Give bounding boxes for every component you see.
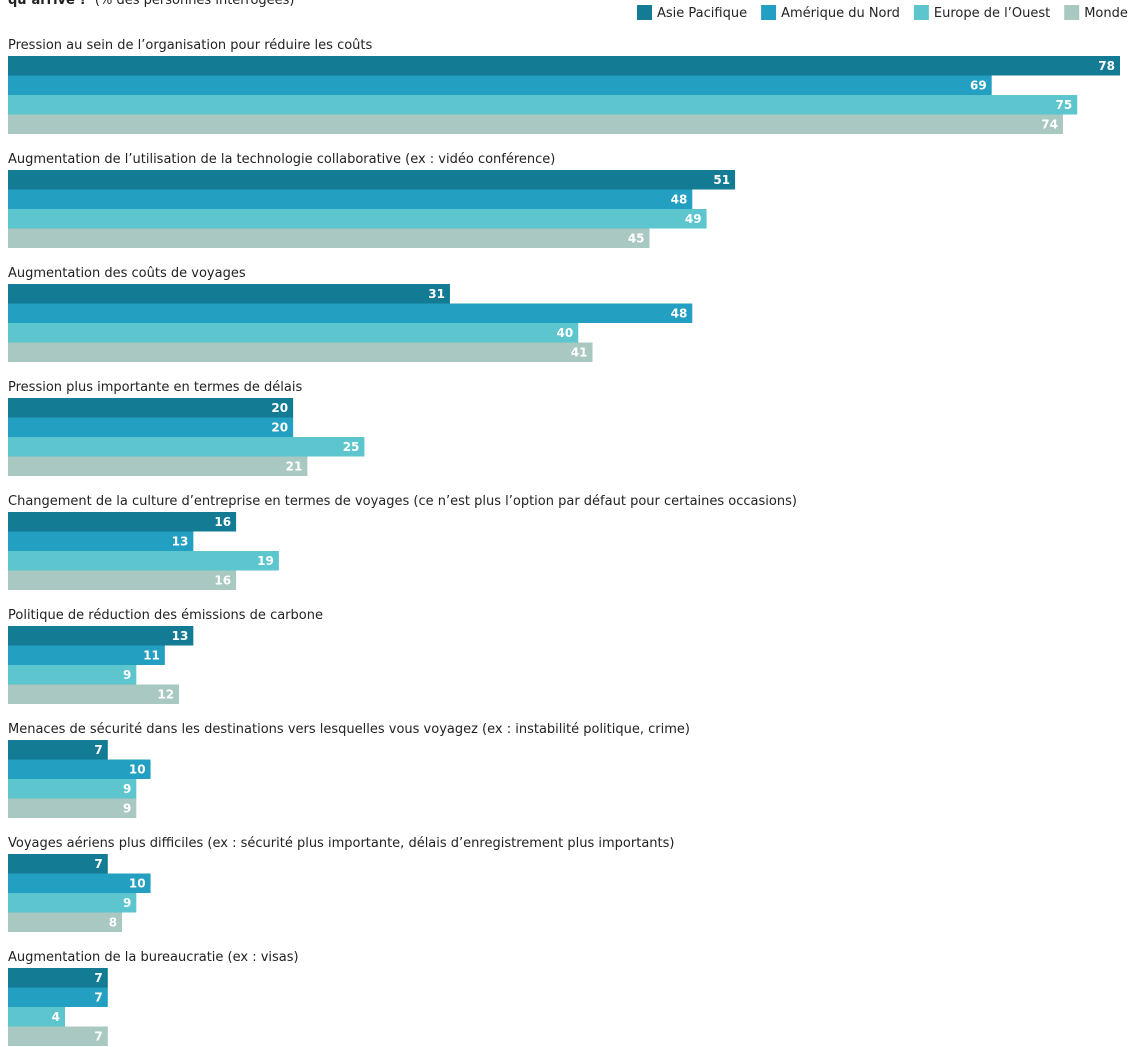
bar [8, 417, 294, 437]
category-label: Voyages aériens plus difficiles (ex : sé… [8, 836, 674, 851]
legend-label: Asie Pacifique [657, 6, 747, 21]
bar [8, 437, 365, 457]
bar [8, 95, 1078, 115]
value-label: 9 [123, 802, 131, 816]
value-label: 7 [94, 857, 102, 871]
bar [8, 1007, 66, 1027]
value-label: 7 [94, 991, 102, 1005]
category-label: Changement de la culture d’entreprise en… [8, 494, 797, 509]
chart-title: qu’arrive ? [8, 0, 87, 8]
bar [8, 684, 180, 704]
value-label: 16 [214, 515, 231, 529]
legend-swatch [637, 5, 652, 20]
category-label: Menaces de sécurité dans les destination… [8, 722, 690, 737]
value-label: 13 [172, 629, 189, 643]
value-label: 12 [157, 688, 174, 702]
bar [8, 968, 108, 988]
bar [8, 1026, 108, 1046]
value-label: 41 [571, 346, 588, 360]
value-label: 4 [52, 1010, 60, 1024]
bar [8, 323, 579, 343]
value-label: 74 [1041, 118, 1058, 132]
value-label: 49 [685, 212, 702, 226]
value-label: 10 [129, 877, 146, 891]
bar [8, 798, 137, 818]
value-label: 78 [1098, 59, 1115, 73]
value-label: 13 [172, 535, 189, 549]
bar [8, 551, 279, 571]
value-label: 19 [257, 554, 274, 568]
bar [8, 779, 137, 799]
bar [8, 75, 992, 95]
value-label: 21 [286, 460, 303, 474]
bar [8, 531, 194, 551]
legend-label: Monde [1084, 6, 1128, 21]
value-label: 31 [428, 287, 445, 301]
value-label: 7 [94, 971, 102, 985]
category-label: Augmentation des coûts de voyages [8, 266, 246, 281]
bar [8, 170, 736, 190]
bar [8, 284, 450, 304]
bar [8, 740, 108, 760]
bar [8, 665, 137, 685]
value-label: 9 [123, 668, 131, 682]
category-label: Augmentation de la bureaucratie (ex : vi… [8, 950, 299, 965]
bar [8, 893, 137, 913]
bar [8, 512, 237, 532]
legend-label: Amérique du Nord [781, 6, 900, 21]
value-label: 9 [123, 896, 131, 910]
legend-swatch [1064, 5, 1080, 20]
value-label: 48 [671, 193, 688, 207]
value-label: 7 [94, 1030, 102, 1044]
bar [8, 209, 707, 229]
bar [8, 854, 108, 874]
value-label: 8 [109, 916, 117, 930]
category-label: Augmentation de l’utilisation de la tech… [8, 152, 555, 167]
value-label: 20 [271, 401, 288, 415]
value-label: 10 [129, 763, 146, 777]
bar [8, 759, 151, 779]
bar [8, 189, 693, 209]
legend-label: Europe de l’Ouest [934, 6, 1050, 21]
category-label: Politique de réduction des émissions de … [8, 608, 323, 623]
bar [8, 645, 165, 665]
legend-swatch [761, 5, 777, 20]
value-label: 69 [970, 79, 987, 93]
category-label: Pression plus importante en termes de dé… [8, 380, 302, 395]
value-label: 45 [628, 232, 645, 246]
value-label: 48 [671, 307, 688, 321]
value-label: 20 [271, 421, 288, 435]
value-label: 7 [94, 743, 102, 757]
bar [8, 228, 650, 248]
bar [8, 56, 1120, 76]
bar [8, 987, 108, 1007]
bar [8, 570, 237, 590]
bar [8, 398, 294, 418]
chart-subtitle: (% des personnes interrogées) [95, 0, 295, 8]
bar [8, 342, 593, 362]
category-label: Pression au sein de l’organisation pour … [8, 38, 373, 53]
value-label: 75 [1056, 98, 1073, 112]
value-label: 51 [713, 173, 730, 187]
value-label: 16 [214, 574, 231, 588]
bar [8, 626, 194, 646]
value-label: 11 [143, 649, 160, 663]
value-label: 9 [123, 782, 131, 796]
bar [8, 303, 693, 323]
bar [8, 873, 151, 893]
value-label: 25 [343, 440, 360, 454]
value-label: 40 [557, 326, 574, 340]
bar [8, 114, 1063, 134]
legend-swatch [913, 5, 929, 20]
bar [8, 912, 123, 932]
bar [8, 456, 308, 476]
